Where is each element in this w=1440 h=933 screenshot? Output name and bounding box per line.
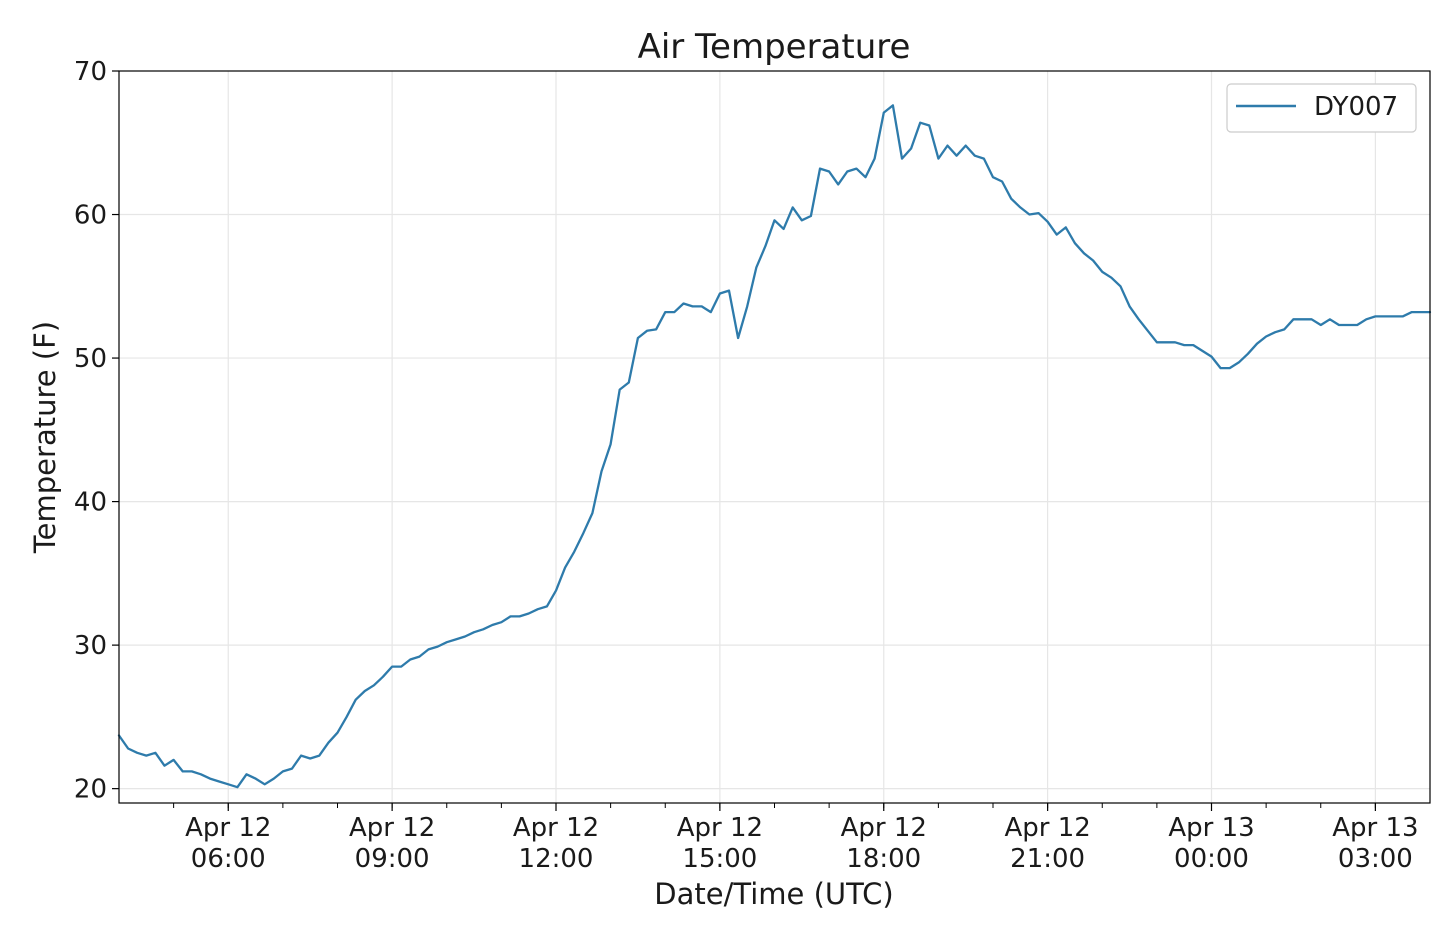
x-tick-label-time: 12:00 xyxy=(519,844,594,874)
plot-frame xyxy=(118,70,1431,804)
y-tick-label: 30 xyxy=(74,631,107,661)
x-tick-label-time: 21:00 xyxy=(1010,844,1085,874)
x-tick-label-time: 15:00 xyxy=(682,844,757,874)
x-tick-label-date: Apr 12 xyxy=(677,813,763,843)
x-tick-label-date: Apr 13 xyxy=(1168,813,1254,843)
x-tick-label-time: 00:00 xyxy=(1174,844,1249,874)
legend-box xyxy=(1226,83,1417,133)
y-tick-label: 70 xyxy=(74,57,107,87)
x-tick-label-time: 09:00 xyxy=(355,844,430,874)
x-tick-label-date: Apr 12 xyxy=(513,813,599,843)
series-line-dy007 xyxy=(117,104,1432,789)
y-tick-label: 60 xyxy=(74,201,107,231)
y-tick-label: 40 xyxy=(74,488,107,518)
x-tick-label-date: Apr 12 xyxy=(841,813,927,843)
grid xyxy=(119,71,1430,803)
legend-label-dy007: DY007 xyxy=(1314,92,1398,122)
y-axis: 20 30 40 50 60 70 xyxy=(74,57,119,805)
x-tick-label-time: 18:00 xyxy=(846,844,921,874)
x-tick-label-time: 06:00 xyxy=(191,844,266,874)
x-tick-label-date: Apr 12 xyxy=(185,813,271,843)
y-tick-label: 50 xyxy=(74,344,107,374)
x-axis-label: Date/Time (UTC) xyxy=(654,877,893,911)
x-tick-label-date: Apr 13 xyxy=(1332,813,1418,843)
chart-title: Air Temperature xyxy=(638,27,911,67)
x-tick-label-date: Apr 12 xyxy=(1004,813,1090,843)
y-axis-label: Temperature (F) xyxy=(28,321,62,554)
y-tick-label: 20 xyxy=(74,775,107,805)
x-tick-label-time: 03:00 xyxy=(1338,844,1413,874)
x-tick-label-date: Apr 12 xyxy=(349,813,435,843)
legend: DY007 xyxy=(1226,83,1417,133)
